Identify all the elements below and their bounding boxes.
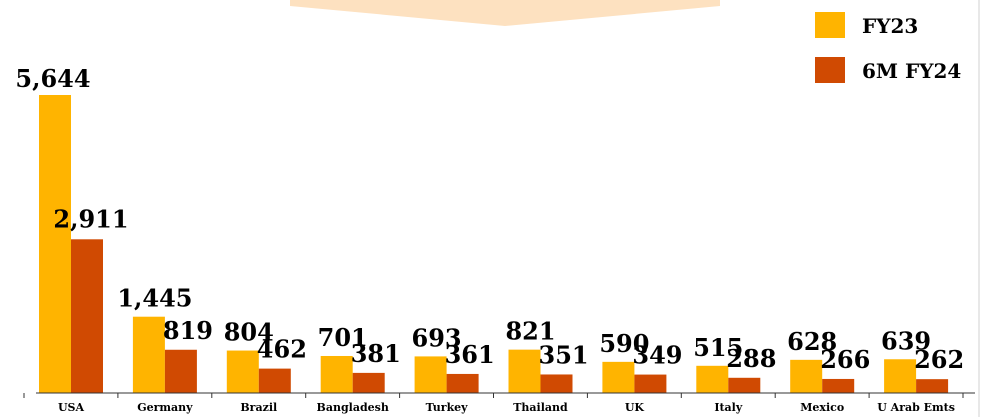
- value-label-6m-fy24-turkey: 361: [445, 340, 495, 369]
- value-label-fy23-usa: 5,644: [15, 64, 90, 93]
- bar-fy23-italy: [696, 365, 729, 393]
- category-label-italy: Italy: [714, 401, 743, 414]
- category-label-thailand: Thailand: [513, 401, 568, 414]
- bar-fy23-mexico: [790, 359, 823, 393]
- bar-6m-fy24-usa: [71, 239, 103, 393]
- bar-fy23-usa: [39, 95, 71, 393]
- category-label-usa: USA: [58, 401, 85, 414]
- value-label-fy23-turkey: 693: [412, 323, 462, 352]
- bar-6m-fy24-u-arab-emts: [916, 379, 949, 393]
- legend-swatch-fy23: [815, 12, 845, 38]
- bar-fy23-turkey: [414, 356, 447, 393]
- value-label-6m-fy24-mexico: 266: [820, 345, 870, 374]
- value-label-6m-fy24-thailand: 351: [539, 340, 589, 369]
- value-label-fy23-bangladesh: 701: [318, 323, 368, 352]
- category-label-uk: UK: [625, 401, 645, 414]
- category-label-turkey: Turkey: [426, 401, 469, 414]
- value-label-6m-fy24-bangladesh: 381: [351, 339, 401, 368]
- bar-fy23-uk: [602, 361, 635, 393]
- legend-swatch-6m-fy24: [815, 57, 845, 83]
- bar-6m-fy24-germany: [164, 349, 197, 393]
- bar-fy23-u-arab-emts: [884, 359, 917, 393]
- value-label-6m-fy24-u-arab-emts: 262: [914, 345, 964, 374]
- category-label-bangladesh: Bangladesh: [317, 401, 389, 414]
- category-label-mexico: Mexico: [800, 401, 844, 414]
- value-label-fy23-italy: 515: [693, 333, 743, 362]
- category-label-brazil: Brazil: [240, 401, 277, 414]
- top-banner-shape: [290, 0, 720, 26]
- value-label-6m-fy24-germany: 819: [163, 316, 213, 345]
- value-label-fy23-thailand: 821: [505, 317, 555, 346]
- value-label-6m-fy24-italy: 288: [726, 344, 776, 373]
- category-label-u-arab-emts: U Arab Emts: [877, 401, 955, 414]
- value-label-fy23-u-arab-emts: 639: [881, 326, 931, 355]
- category-label-germany: Germany: [137, 401, 193, 414]
- value-label-6m-fy24-uk: 349: [632, 341, 682, 370]
- bar-6m-fy24-brazil: [258, 368, 291, 393]
- bar-6m-fy24-bangladesh: [352, 372, 385, 393]
- bar-6m-fy24-uk: [634, 374, 667, 393]
- value-label-6m-fy24-brazil: 462: [257, 335, 307, 364]
- value-label-fy23-uk: 590: [599, 329, 649, 358]
- legend-label-fy23: FY23: [862, 14, 918, 38]
- bar-fy23-germany: [132, 316, 165, 393]
- bar-6m-fy24-turkey: [446, 373, 479, 393]
- legend: FY23 6M FY24: [815, 12, 961, 83]
- bar-6m-fy24-italy: [728, 377, 761, 393]
- value-label-fy23-germany: 1,445: [117, 284, 192, 313]
- legend-label-6m-fy24: 6M FY24: [862, 59, 961, 83]
- bar-fy23-thailand: [508, 349, 541, 393]
- bar-fy23-bangladesh: [320, 355, 353, 393]
- value-label-fy23-mexico: 628: [787, 327, 837, 356]
- bar-fy23-brazil: [226, 350, 259, 393]
- value-label-6m-fy24-usa: 2,911: [53, 204, 128, 233]
- value-label-fy23-brazil: 804: [224, 318, 274, 347]
- bar-6m-fy24-thailand: [540, 374, 573, 393]
- bar-6m-fy24-mexico: [822, 378, 855, 393]
